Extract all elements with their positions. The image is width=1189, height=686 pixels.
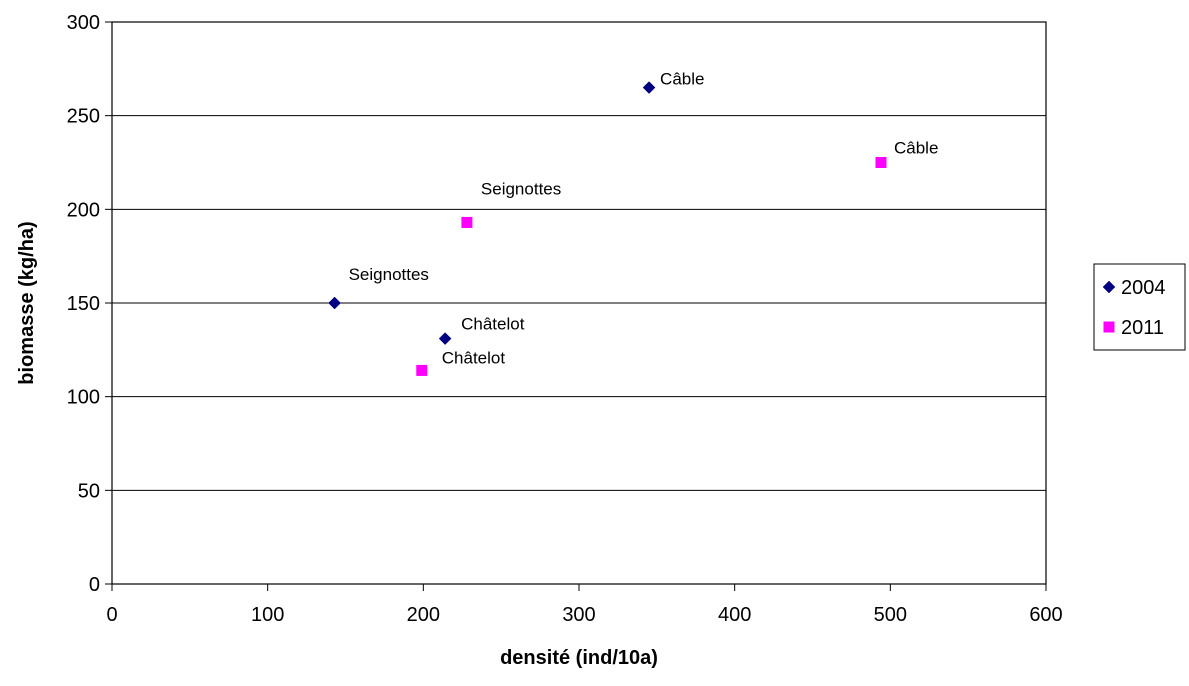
x-tick-label: 0 — [106, 604, 117, 626]
y-tick-label: 0 — [89, 574, 100, 596]
y-tick-label: 200 — [67, 199, 100, 221]
point-2011-1 — [416, 364, 428, 376]
x-tick-label: 400 — [718, 604, 751, 626]
y-tick-label: 250 — [67, 106, 100, 128]
legend-label: 2004 — [1121, 277, 1166, 299]
point-label: Seignottes — [349, 265, 429, 284]
point-2011-2 — [875, 157, 887, 168]
y-tick-label: 50 — [78, 480, 100, 502]
x-tick-label: 300 — [562, 604, 595, 626]
legend-marker-2011 — [1103, 321, 1115, 333]
y-tick-label: 100 — [67, 387, 100, 409]
point-label: Câble — [894, 139, 938, 158]
y-axis-title: biomasse (kg/ha) — [16, 221, 38, 384]
point-label: Châtelot — [461, 315, 525, 334]
point-2004-1 — [438, 332, 452, 345]
gridlines — [112, 115, 1046, 491]
x-axis-title: densité (ind/10a) — [500, 647, 658, 669]
legend: 2004 2011 — [1093, 263, 1186, 351]
point-2004-2 — [642, 81, 656, 94]
x-tick-label: 100 — [251, 604, 284, 626]
y-tick-label: 300 — [67, 12, 100, 34]
x-tick-label: 500 — [874, 604, 907, 626]
x-tick-label: 200 — [407, 604, 440, 626]
x-tick-label: 600 — [1029, 604, 1062, 626]
legend-label: 2011 — [1121, 317, 1164, 339]
point-2004-0 — [328, 296, 341, 310]
axis-ticks: 0 50 100 150 200 250 300 0 100 200 300 400 500 600 — [67, 12, 1063, 626]
data-points: Seignottes Châtelot Câble Seignottes Châtelo… — [328, 70, 938, 376]
point-2011-0 — [461, 216, 473, 228]
point-label: Châtelot — [442, 348, 506, 367]
legend-box — [1093, 263, 1186, 351]
point-label: Câble — [660, 70, 704, 89]
y-tick-label: 150 — [67, 293, 100, 315]
point-label: Seignottes — [481, 179, 561, 198]
legend-marker-2004 — [1102, 280, 1116, 294]
